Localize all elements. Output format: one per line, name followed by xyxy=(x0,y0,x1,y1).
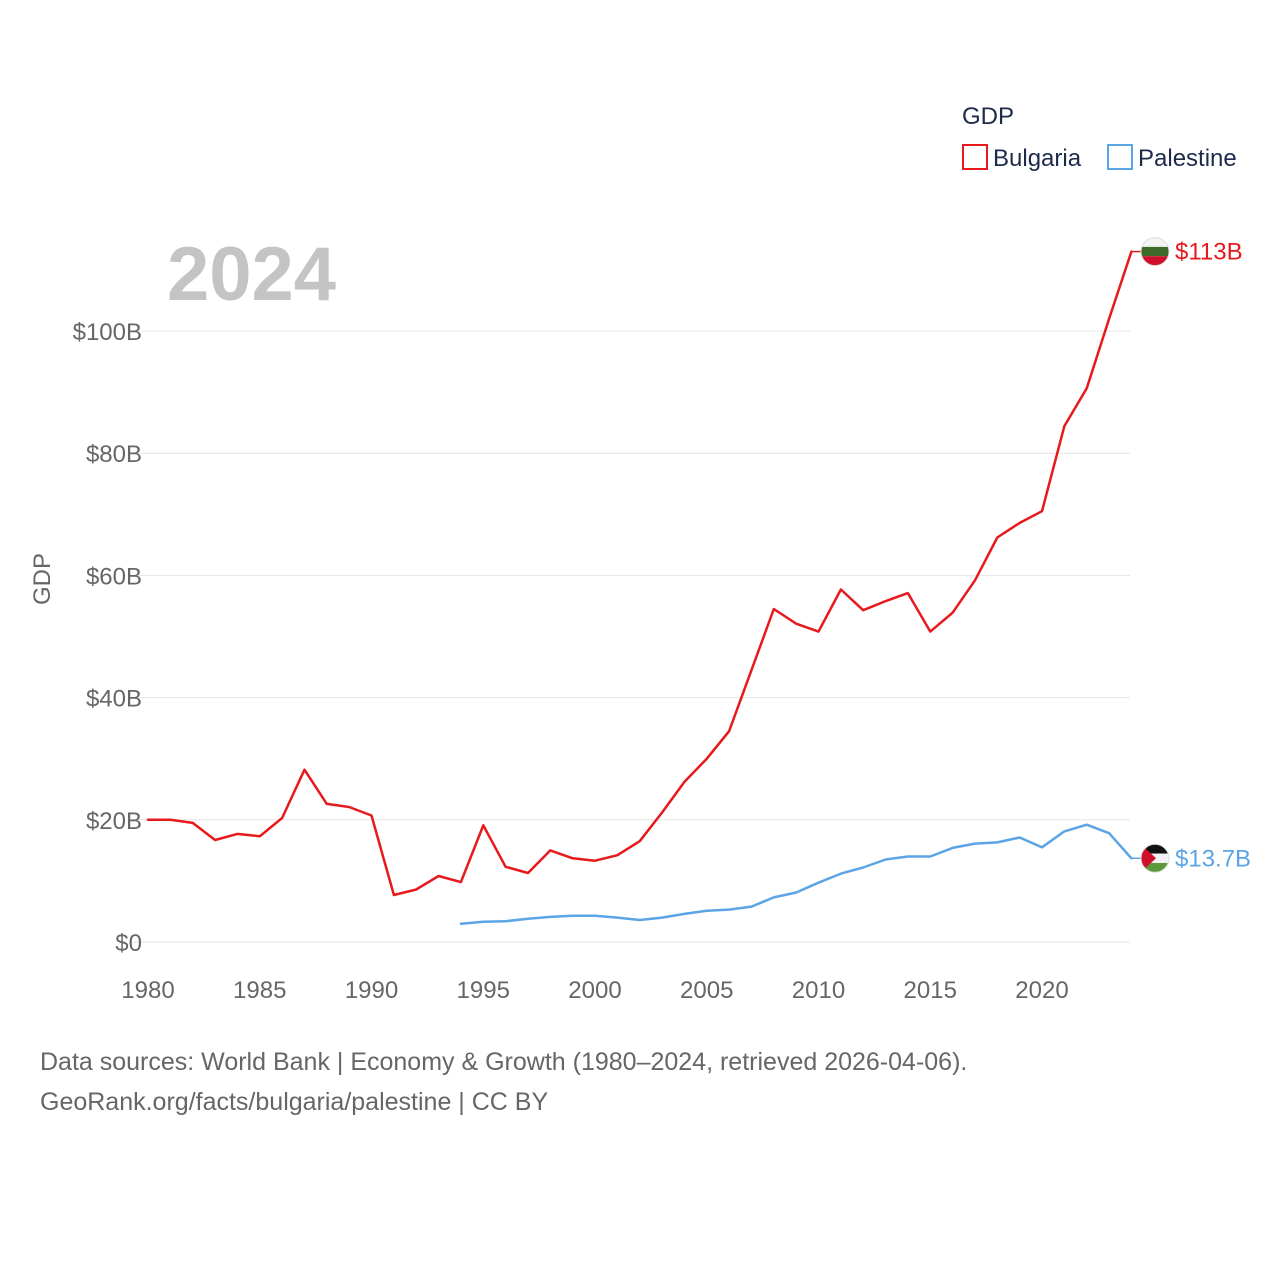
gridlines xyxy=(130,330,1130,943)
legend: GDP Bulgaria Palestine xyxy=(962,103,1237,172)
y-tick-label: $80B xyxy=(86,441,142,468)
gdp-line-chart: 2024 GDP GDP Bulgaria Palestine $0 $20B $4… xyxy=(29,103,1251,1004)
y-tick-label: $20B xyxy=(86,808,142,835)
legend-title: GDP xyxy=(962,103,1014,130)
x-tick-label: 2000 xyxy=(568,977,621,1004)
legend-swatch-bulgaria xyxy=(962,144,988,170)
footer-sources: Data sources: World Bank | Economy & Gro… xyxy=(40,1048,968,1076)
y-tick-label: $40B xyxy=(86,686,142,713)
x-tick-label: 2020 xyxy=(1015,977,1068,1004)
y-tick-label: $100B xyxy=(73,319,142,346)
year-watermark: 2024 xyxy=(167,232,336,317)
series-end-markers: $113B $13.7B xyxy=(1131,237,1251,873)
end-value-label-palestine: $13.7B xyxy=(1175,845,1251,872)
y-axis-title: GDP xyxy=(29,553,56,605)
bulgaria-flag-icon xyxy=(1140,237,1170,267)
x-tick-label: 1990 xyxy=(345,977,398,1004)
y-tick-label: $0 xyxy=(115,930,142,957)
end-value-label-bulgaria: $113B xyxy=(1175,239,1243,266)
legend-swatch-palestine xyxy=(1107,144,1133,170)
legend-label-bulgaria: Bulgaria xyxy=(993,145,1082,172)
y-tick-label: $60B xyxy=(86,563,142,590)
series-lines xyxy=(146,250,1133,925)
palestine-flag-icon xyxy=(1140,843,1170,873)
footer-attribution: GeoRank.org/facts/bulgaria/palestine | C… xyxy=(40,1088,549,1116)
x-axis-ticks: 1980 1985 1990 1995 2000 2005 2010 2015 2020 xyxy=(121,977,1068,1004)
legend-item-palestine[interactable]: Palestine xyxy=(1107,144,1237,172)
x-tick-label: 2005 xyxy=(680,977,733,1004)
legend-item-bulgaria[interactable]: Bulgaria xyxy=(962,144,1082,172)
x-tick-label: 1995 xyxy=(457,977,510,1004)
y-axis-ticks: $0 $20B $40B $60B $80B $100B xyxy=(73,319,142,957)
series-line-bulgaria[interactable] xyxy=(146,250,1133,897)
legend-label-palestine: Palestine xyxy=(1138,145,1237,172)
x-tick-label: 2010 xyxy=(792,977,845,1004)
x-tick-label: 1980 xyxy=(121,977,174,1004)
series-line-palestine[interactable] xyxy=(459,823,1133,925)
x-tick-label: 1985 xyxy=(233,977,286,1004)
footer: Data sources: World Bank | Economy & Gro… xyxy=(40,1042,967,1122)
x-tick-label: 2015 xyxy=(904,977,957,1004)
